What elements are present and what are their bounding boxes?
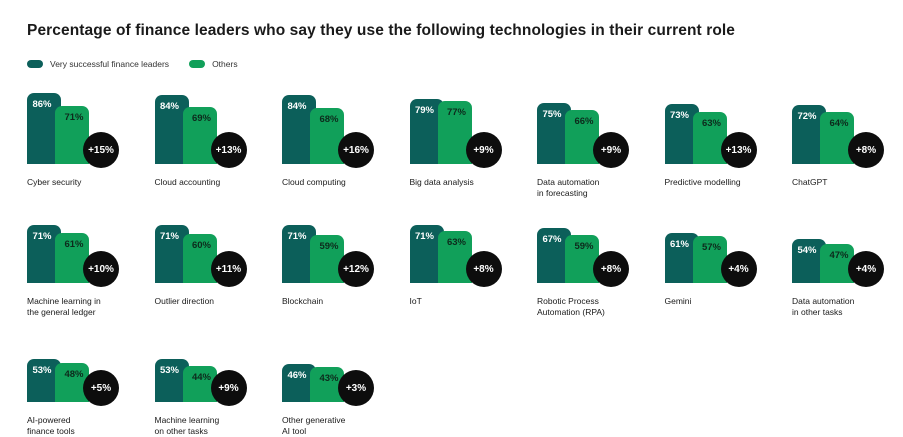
chart-panel: 71% 63% +8% — [409, 165, 520, 287]
data-label-others: 48% — [64, 368, 84, 380]
data-label-others: 43% — [319, 372, 339, 384]
difference-badge: +13% — [210, 132, 247, 168]
chart-panel: 54% 47% +4% — [792, 165, 902, 287]
bar-others: 66% — [565, 109, 599, 164]
legend-label-very-successful: Very successful finance leaders — [50, 59, 170, 69]
data-label-very-successful: 84% — [159, 101, 179, 113]
data-label-very-successful: 75% — [542, 108, 562, 120]
chart-panel: 71% 61% +10% — [27, 165, 137, 287]
bar-others: 60% — [182, 233, 217, 283]
data-label-others: 69% — [191, 113, 211, 125]
chart-panel: 71% 59% +12% — [282, 165, 392, 287]
chart-panel: 84% 68% +16% — [282, 46, 392, 168]
data-label-very-successful: 46% — [287, 370, 307, 382]
data-label-others: 60% — [191, 239, 211, 251]
data-label-very-successful: 54% — [797, 244, 817, 256]
data-label-very-successful: 71% — [159, 230, 179, 242]
data-label-very-successful: 71% — [414, 230, 434, 242]
category-label: Data automation in forecasting — [537, 177, 600, 198]
chart-panel: 53% 48% +5% — [27, 284, 137, 406]
chart-panel: 46% 43% +3% — [282, 284, 392, 406]
data-label-very-successful: 71% — [32, 230, 52, 242]
category-label: AI-powered finance tools — [27, 415, 75, 436]
chart-panel: 75% 66% +9% — [537, 46, 647, 168]
category-label: Data automation in other tasks — [792, 296, 855, 317]
category-label: Machine learning in the general ledger — [27, 296, 101, 317]
legend-swatch-others — [189, 60, 206, 68]
category-label: Gemini — [664, 296, 692, 306]
category-label: ChatGPT — [792, 177, 828, 187]
difference-badge: +9% — [465, 132, 502, 168]
difference-badge: +10% — [83, 251, 119, 287]
data-label-very-successful: 84% — [287, 101, 307, 113]
category-label: Robotic Process Automation (RPA) — [537, 296, 605, 317]
difference-badge: +4% — [848, 251, 884, 287]
data-label-others: 59% — [574, 240, 594, 252]
category-label: Cloud computing — [282, 177, 346, 187]
data-label-others: 44% — [191, 371, 211, 383]
category-label: Cloud accounting — [154, 177, 221, 187]
category-label: Outlier direction — [154, 296, 215, 306]
category-label: IoT — [409, 296, 422, 306]
legend-item-very-successful: Very successful finance leaders — [27, 59, 169, 69]
data-label-very-successful: 53% — [159, 364, 179, 376]
chart-panel: 61% 57% +4% — [664, 165, 775, 287]
category-label: Cyber security — [27, 177, 82, 187]
bar-others: 71% — [55, 105, 89, 164]
chart-title: Percentage of finance leaders who say th… — [27, 22, 736, 39]
chart-panel: 86% 71% +15% — [27, 46, 137, 168]
difference-badge: +4% — [720, 251, 757, 287]
data-label-others: 47% — [829, 250, 849, 262]
legend-label-others: Others — [212, 59, 238, 69]
legend-swatch-very-successful — [27, 60, 43, 68]
data-label-others: 66% — [574, 115, 594, 127]
difference-badge: +8% — [593, 251, 629, 287]
category-label: Machine learning on other tasks — [154, 415, 220, 436]
difference-badge: +12% — [338, 251, 374, 287]
difference-badge: +16% — [338, 132, 374, 168]
data-label-others: 77% — [446, 106, 466, 118]
difference-badge: +15% — [83, 132, 119, 168]
bar-others: 57% — [692, 236, 727, 283]
category-label: Blockchain — [282, 296, 324, 306]
chart-panel: 53% 44% +9% — [154, 284, 265, 406]
difference-badge: +9% — [593, 132, 629, 168]
data-label-others: 71% — [64, 111, 84, 123]
chart-panel: 73% 63% +13% — [664, 46, 775, 168]
category-label: Predictive modelling — [664, 177, 741, 187]
chart-panel: 79% 77% +9% — [409, 46, 520, 168]
data-label-others: 68% — [319, 114, 339, 126]
data-label-very-successful: 73% — [669, 110, 689, 122]
difference-badge: +3% — [338, 370, 374, 406]
data-label-very-successful: 86% — [32, 99, 52, 111]
difference-badge: +11% — [210, 251, 247, 287]
chart-panel: 72% 64% +8% — [792, 46, 902, 168]
data-label-others: 63% — [701, 118, 721, 130]
category-label: Other generative AI tool — [282, 415, 346, 436]
data-label-very-successful: 61% — [669, 238, 689, 250]
data-label-very-successful: 67% — [542, 234, 562, 246]
difference-badge: +8% — [848, 132, 884, 168]
chart-panel: 71% 60% +11% — [154, 165, 265, 287]
legend-item-others: Others — [189, 59, 238, 69]
data-label-very-successful: 72% — [797, 110, 817, 122]
chart-panel: 84% 69% +13% — [154, 46, 265, 168]
data-label-others: 61% — [64, 238, 84, 250]
difference-badge: +5% — [83, 370, 119, 406]
data-label-others: 64% — [829, 117, 849, 129]
difference-badge: +9% — [210, 370, 247, 406]
data-label-others: 59% — [319, 240, 339, 252]
category-label: Big data analysis — [409, 177, 474, 187]
data-label-others: 57% — [701, 242, 721, 254]
legend: Very successful finance leaders Others — [27, 59, 258, 69]
difference-badge: +13% — [720, 132, 757, 168]
data-label-others: 63% — [446, 237, 466, 249]
chart-panel: 67% 59% +8% — [537, 165, 647, 287]
data-label-very-successful: 71% — [287, 230, 307, 242]
difference-badge: +8% — [465, 251, 502, 287]
data-label-very-successful: 79% — [414, 105, 434, 117]
data-label-very-successful: 53% — [32, 364, 52, 376]
